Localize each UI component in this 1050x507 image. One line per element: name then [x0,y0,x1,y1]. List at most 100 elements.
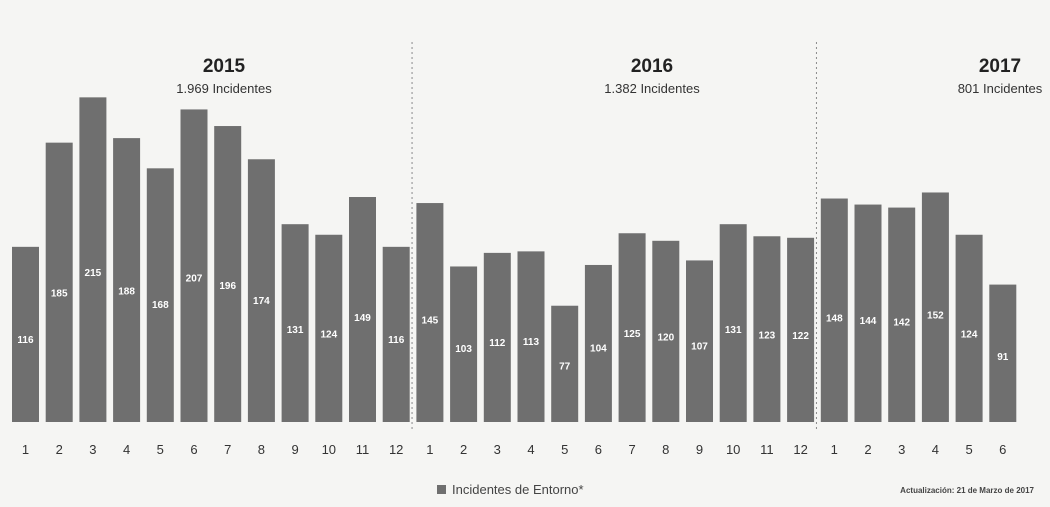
bar [416,203,444,422]
bar-series [12,97,1017,423]
legend-swatch [437,485,446,494]
x-tick-label: 2 [864,442,871,457]
bar [45,142,73,422]
x-tick-label: 4 [932,442,939,457]
data-label: 77 [559,362,571,373]
year-total: 1.969 Incidentes [176,81,272,96]
year-total: 801 Incidentes [958,81,1043,96]
x-tick-label: 8 [258,442,265,457]
bar [450,266,478,422]
x-tick-label: 8 [662,442,669,457]
x-tick-label: 4 [123,442,130,457]
data-label: 152 [927,311,944,322]
bar [113,138,141,422]
bar [315,234,343,422]
bar [719,224,747,422]
data-label: 104 [590,343,607,354]
bar [214,126,242,422]
x-tick-label: 9 [291,442,298,457]
data-label: 207 [186,273,203,284]
data-label: 149 [354,313,371,324]
bar [180,109,208,423]
year-title: 2015 [203,56,246,77]
data-label: 122 [792,331,809,342]
bar [146,168,174,422]
update-note: Actualización: 21 de Marzo de 2017 [900,486,1034,495]
x-tick-label: 7 [224,442,231,457]
bar [382,246,410,422]
data-label: 144 [860,316,877,327]
x-tick-label: 9 [696,442,703,457]
data-label: 124 [320,330,337,341]
x-tick-label: 1 [426,442,433,457]
x-tick-label: 2 [56,442,63,457]
bar [921,192,949,422]
data-label: 196 [219,281,236,292]
data-label: 124 [961,330,978,341]
bar [483,252,511,422]
bar [652,240,680,422]
bar [854,204,882,422]
x-tick-label: 5 [561,442,568,457]
x-tick-label: 12 [793,442,807,457]
bar [686,260,713,422]
x-tick-label: 11 [356,442,370,457]
data-label: 123 [759,330,776,341]
data-label: 215 [85,268,102,279]
bar [247,159,275,422]
x-tick-label: 6 [595,442,602,457]
bar [888,207,916,422]
bar [955,234,983,422]
data-label: 125 [624,329,641,340]
legend-label: Incidentes de Entorno* [452,482,584,497]
bar [517,251,545,422]
year-title: 2016 [631,56,673,77]
data-label: 116 [388,335,405,346]
bar [618,233,646,422]
x-tick-label: 6 [999,442,1006,457]
x-tick-label: 11 [760,442,774,457]
data-label: 185 [51,288,68,299]
bar [349,197,376,422]
value-labels: 116 185 215 188 168 207 196 174 131 124 149 116 145 1… [17,268,1008,373]
data-label: 91 [997,352,1009,363]
x-axis-tick-labels: 1 2 3 4 5 6 7 8 9 10 11 12 1 2 3 4 5 6 7 8 9 10 11 12 1 2 3 4 5 6 [22,442,1007,457]
bar [820,198,848,422]
bar [12,246,39,422]
data-label: 174 [253,296,270,307]
x-tick-label: 3 [89,442,96,457]
data-label: 113 [523,337,540,348]
data-label: 107 [691,341,708,352]
bar [753,236,781,422]
year-title: 2017 [979,56,1021,77]
bar [281,224,309,422]
x-tick-label: 1 [831,442,838,457]
bar [551,305,579,422]
data-label: 120 [657,332,674,343]
x-tick-label: 7 [628,442,635,457]
bar [79,97,107,422]
data-label: 131 [287,325,304,336]
data-label: 116 [17,335,34,346]
data-label: 131 [725,325,742,336]
year-group-titles: 2015 1.969 Incidentes 2016 1.382 Incidentes… [176,56,1042,96]
x-tick-label: 3 [898,442,905,457]
data-label: 145 [422,315,439,326]
x-tick-label: 6 [190,442,197,457]
data-label: 168 [152,300,169,311]
x-tick-label: 4 [527,442,534,457]
data-label: 112 [489,338,506,349]
data-label: 148 [826,313,843,324]
x-tick-label: 10 [726,442,740,457]
x-tick-label: 12 [389,442,403,457]
data-label: 142 [893,318,910,329]
bar [989,284,1017,422]
bar [787,237,815,422]
x-tick-label: 2 [460,442,467,457]
data-label: 103 [455,344,472,355]
x-tick-label: 10 [322,442,336,457]
x-tick-label: 3 [494,442,501,457]
bar [584,264,612,422]
